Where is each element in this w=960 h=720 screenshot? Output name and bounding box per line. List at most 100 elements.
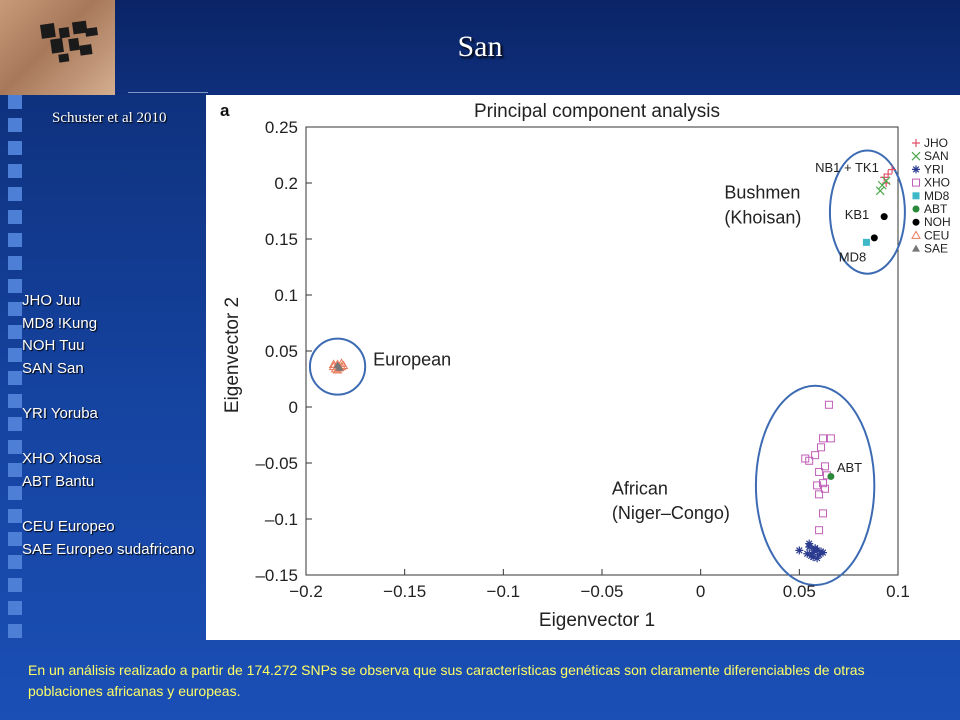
x-tick-label: 0 <box>696 582 705 601</box>
data-point-xho <box>824 400 833 409</box>
annotation-label: (Niger–Congo) <box>612 503 730 523</box>
data-point-xho <box>813 481 822 490</box>
data-point-xho <box>811 451 820 460</box>
data-point-xho <box>819 479 828 488</box>
slide-title: San <box>457 30 503 63</box>
caption-text: En un análisis realizado a partir de 174… <box>28 662 865 699</box>
data-point-yri <box>817 547 826 556</box>
data-point-xho <box>826 434 835 443</box>
chart-title: Principal component analysis <box>474 101 720 122</box>
legend-label-abt: ABT <box>924 202 948 216</box>
legend-marker-jho <box>912 139 920 147</box>
population-item: NOH Tuu <box>22 337 85 355</box>
data-point-abt <box>827 472 835 480</box>
data-point-yri <box>819 548 828 557</box>
x-tick-label: −0.2 <box>289 582 323 601</box>
population-item: YRI Yoruba <box>22 404 98 422</box>
legend-marker-md8 <box>912 192 920 200</box>
university-logo <box>0 0 115 95</box>
y-tick-label: –0.1 <box>265 510 298 529</box>
citation: Schuster et al 2010 <box>52 110 167 126</box>
y-tick-label: 0.1 <box>274 286 298 305</box>
cluster-ellipse-african <box>754 384 876 587</box>
data-point-yri <box>815 550 824 559</box>
legend-marker-ceu <box>911 230 921 239</box>
panel-label: a <box>220 101 230 120</box>
legend-marker-noh <box>912 218 920 226</box>
chart-panel: a Principal component analysis Eigenvect… <box>206 95 960 640</box>
y-tick-label: 0.15 <box>265 230 298 249</box>
population-item: SAN San <box>22 359 84 377</box>
annotation-label: (Khoisan) <box>724 207 801 227</box>
data-point-ceu <box>328 359 339 368</box>
x-tick-label: 0.1 <box>886 582 910 601</box>
y-axis-label: Eigenvector 2 <box>222 297 243 413</box>
data-point-xho <box>820 462 829 471</box>
legend-marker-sae <box>912 244 920 252</box>
pca-chart: a Principal component analysis Eigenvect… <box>220 101 951 631</box>
data-point-yri <box>813 554 822 563</box>
legend-marker-yri <box>912 165 920 174</box>
legend-label-sae: SAE <box>924 242 948 256</box>
data-point-sae <box>333 361 342 369</box>
legend-label-xho: XHO <box>924 176 950 190</box>
x-axis-label: Eigenvector 1 <box>539 610 655 631</box>
population-list: JHO Juu MD8 !Kung NOH Tuu SAN San YRI Yo… <box>22 290 195 561</box>
annotation-label: European <box>373 350 451 370</box>
annotation-label: KB1 <box>845 207 870 222</box>
annotation-label: African <box>612 478 668 498</box>
population-item: JHO Juu <box>22 292 81 309</box>
legend-label-noh: NOH <box>924 215 951 229</box>
legend-marker-abt <box>912 205 920 213</box>
data-point-yri <box>809 548 818 557</box>
data-point-xho <box>817 443 826 452</box>
y-tick-label: 0 <box>289 398 298 417</box>
data-point-jho <box>888 165 897 174</box>
data-point-xho <box>805 456 814 465</box>
data-point-san <box>881 176 891 186</box>
population-item: ABT Bantu <box>22 472 95 490</box>
annotation-label: Bushmen <box>724 183 800 203</box>
data-point-xho <box>819 509 828 518</box>
y-tick-label: –0.15 <box>255 566 298 585</box>
population-item: CEU Europeo <box>22 517 115 535</box>
data-point-jho <box>884 170 893 179</box>
data-point-xho <box>819 434 828 443</box>
data-point-ceu <box>336 358 347 367</box>
data-point-yri <box>807 551 816 560</box>
data-point-noh <box>880 213 888 221</box>
data-point-yri <box>811 544 820 553</box>
legend-label-san: SAN <box>924 149 949 163</box>
population-item: MD8 !Kung <box>22 314 98 332</box>
legend-label-jho: JHO <box>924 136 948 150</box>
y-tick-label: 0.05 <box>265 342 298 361</box>
data-point-xho <box>815 526 824 535</box>
data-point-san <box>875 186 885 196</box>
x-tick-label: −0.15 <box>383 582 426 601</box>
data-point-yri <box>803 549 812 558</box>
data-point-xho <box>815 467 824 476</box>
y-tick-label: –0.05 <box>255 454 298 473</box>
legend-marker-san <box>911 151 921 161</box>
y-tick-label: 0.2 <box>274 174 298 193</box>
data-point-yri <box>805 539 814 548</box>
cluster-ellipse-bushmen <box>828 149 906 275</box>
data-point-xho <box>815 490 824 499</box>
cluster-ellipse-european <box>308 337 367 396</box>
data-point-ceu <box>338 360 349 370</box>
title-bar <box>0 0 960 95</box>
x-tick-label: −0.1 <box>487 582 521 601</box>
data-point-md8 <box>862 238 870 246</box>
side-decoration <box>8 95 26 645</box>
data-point-yri <box>809 553 818 562</box>
legend-label-md8: MD8 <box>924 189 950 203</box>
legend-label-ceu: CEU <box>924 228 949 242</box>
x-tick-label: −0.05 <box>580 582 623 601</box>
header-divider <box>128 92 208 93</box>
x-tick-label: 0.05 <box>783 582 816 601</box>
data-point-jho <box>880 173 889 182</box>
legend-marker-xho <box>912 178 920 187</box>
annotation-label: ABT <box>837 460 862 475</box>
data-point-xho <box>820 484 829 493</box>
data-point-yri <box>795 546 804 555</box>
